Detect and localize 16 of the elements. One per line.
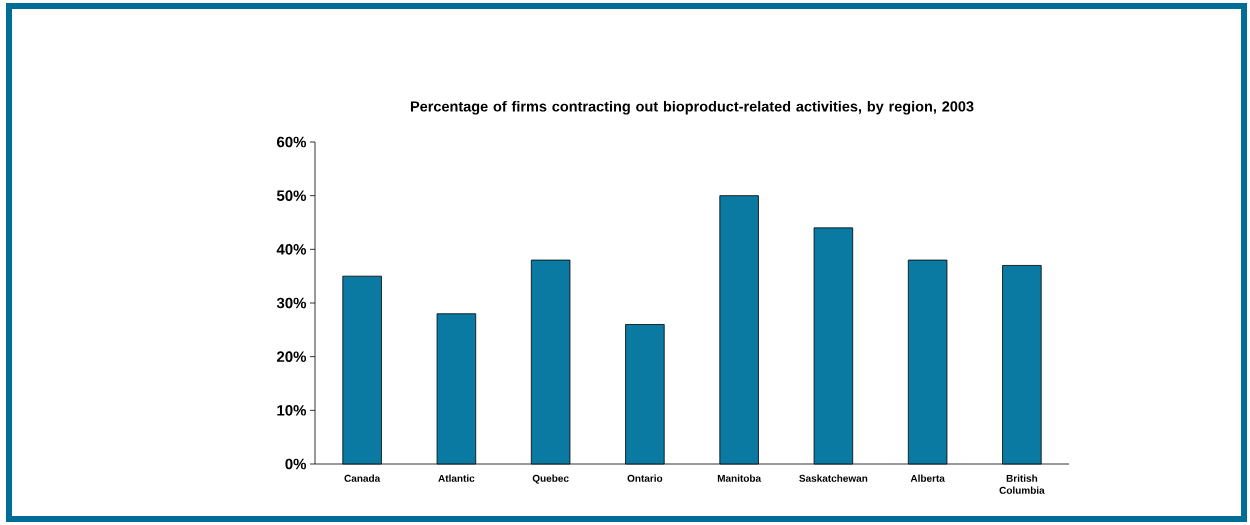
x-tick-label: Manitoba <box>717 474 762 482</box>
x-tick-label: Saskatchewan <box>799 474 868 482</box>
y-tick-label: 50% <box>276 190 307 201</box>
y-tick-label: 30% <box>276 297 307 309</box>
x-tick-label: Alberta <box>910 474 945 482</box>
chart-title: Percentage of firms contracting out bioproduct-related activities, by region, 2003 <box>410 100 974 115</box>
y-tick-label: 10% <box>277 405 307 416</box>
x-tick-label: Atlantic <box>438 474 475 482</box>
x-tick-label: Canada <box>344 474 381 482</box>
y-tick-label: 20% <box>276 351 307 362</box>
y-tick-label: 0% <box>285 458 307 470</box>
x-tick-label: Ontario <box>627 474 663 482</box>
y-tick-label: 60% <box>277 136 307 148</box>
y-tick-label: 40% <box>276 244 307 255</box>
x-tick-label: Quebec <box>532 474 569 484</box>
x-tick-label: British Columbia <box>999 474 1045 494</box>
